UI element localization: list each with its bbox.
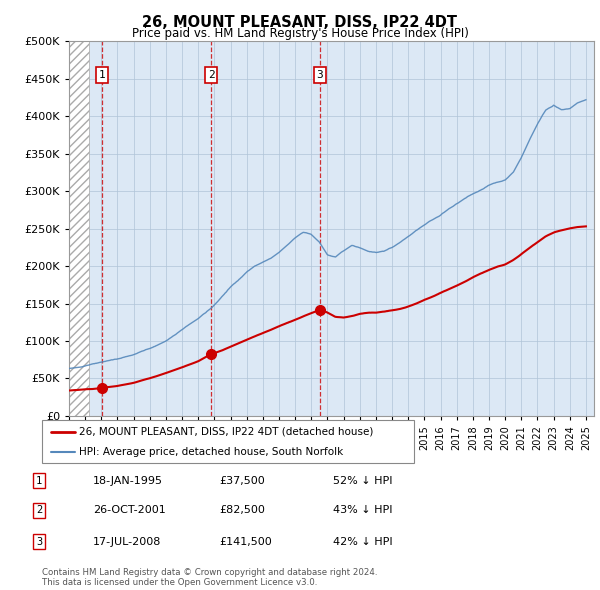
Text: 18-JAN-1995: 18-JAN-1995 [93,476,163,486]
Text: 52% ↓ HPI: 52% ↓ HPI [333,476,392,486]
Text: 3: 3 [317,70,323,80]
Text: 3: 3 [36,537,42,546]
Text: 42% ↓ HPI: 42% ↓ HPI [333,537,392,546]
Text: 17-JUL-2008: 17-JUL-2008 [93,537,161,546]
Text: 1: 1 [98,70,106,80]
Text: 26, MOUNT PLEASANT, DISS, IP22 4DT: 26, MOUNT PLEASANT, DISS, IP22 4DT [143,15,458,30]
Text: Price paid vs. HM Land Registry's House Price Index (HPI): Price paid vs. HM Land Registry's House … [131,27,469,40]
Text: £37,500: £37,500 [219,476,265,486]
Text: 26, MOUNT PLEASANT, DISS, IP22 4DT (detached house): 26, MOUNT PLEASANT, DISS, IP22 4DT (deta… [79,427,374,437]
Bar [69,41,89,416]
Text: 26-OCT-2001: 26-OCT-2001 [93,506,166,515]
Text: 2: 2 [36,506,42,515]
Text: £141,500: £141,500 [219,537,272,546]
Text: £82,500: £82,500 [219,506,265,515]
Text: 43% ↓ HPI: 43% ↓ HPI [333,506,392,515]
Text: 2: 2 [208,70,215,80]
Text: Contains HM Land Registry data © Crown copyright and database right 2024.
This d: Contains HM Land Registry data © Crown c… [42,568,377,587]
Text: HPI: Average price, detached house, South Norfolk: HPI: Average price, detached house, Sout… [79,447,343,457]
Text: 1: 1 [36,476,42,486]
